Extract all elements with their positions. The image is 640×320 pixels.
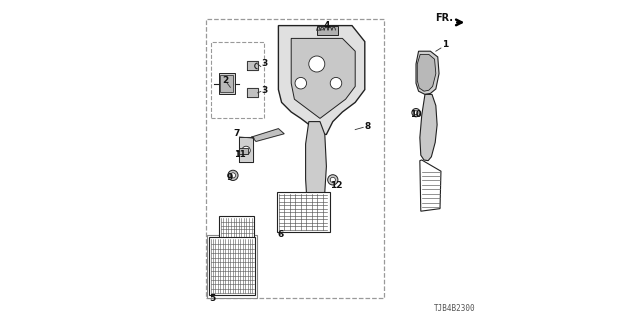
Text: 12: 12 <box>330 181 343 190</box>
Bar <box>317 26 338 35</box>
Polygon shape <box>278 26 365 134</box>
Circle shape <box>414 111 418 115</box>
Polygon shape <box>420 94 437 161</box>
Bar <box>206 19 384 298</box>
Polygon shape <box>247 61 258 70</box>
Circle shape <box>330 177 335 182</box>
Circle shape <box>242 146 250 155</box>
Polygon shape <box>239 137 253 162</box>
Text: 7: 7 <box>234 129 240 138</box>
Text: 5: 5 <box>209 294 215 303</box>
Text: 9: 9 <box>227 173 233 182</box>
Circle shape <box>328 175 338 185</box>
Text: 10: 10 <box>410 110 422 119</box>
Polygon shape <box>247 88 258 97</box>
Bar <box>211 42 264 118</box>
Circle shape <box>228 170 238 180</box>
Text: 3: 3 <box>262 59 268 68</box>
Text: 11: 11 <box>234 150 246 159</box>
Circle shape <box>412 108 420 117</box>
Polygon shape <box>252 129 284 141</box>
Bar <box>239 148 248 154</box>
Text: 6: 6 <box>278 230 284 239</box>
Polygon shape <box>417 54 436 91</box>
Text: 4: 4 <box>323 21 330 30</box>
Polygon shape <box>291 38 355 118</box>
Text: 3: 3 <box>262 86 268 95</box>
Bar <box>207 235 257 298</box>
Circle shape <box>230 173 236 178</box>
Polygon shape <box>420 160 441 211</box>
Text: 8: 8 <box>364 122 371 131</box>
Polygon shape <box>306 122 326 214</box>
Circle shape <box>330 77 342 89</box>
Polygon shape <box>277 192 330 232</box>
Text: TJB4B2300: TJB4B2300 <box>433 304 475 313</box>
Polygon shape <box>209 237 255 295</box>
Bar <box>220 75 233 92</box>
Text: 2: 2 <box>223 76 229 84</box>
Circle shape <box>309 56 325 72</box>
Text: FR.: FR. <box>435 13 453 23</box>
Polygon shape <box>416 51 439 94</box>
Bar <box>219 73 236 94</box>
Circle shape <box>295 77 307 89</box>
Text: 1: 1 <box>442 40 449 49</box>
Polygon shape <box>219 216 254 246</box>
